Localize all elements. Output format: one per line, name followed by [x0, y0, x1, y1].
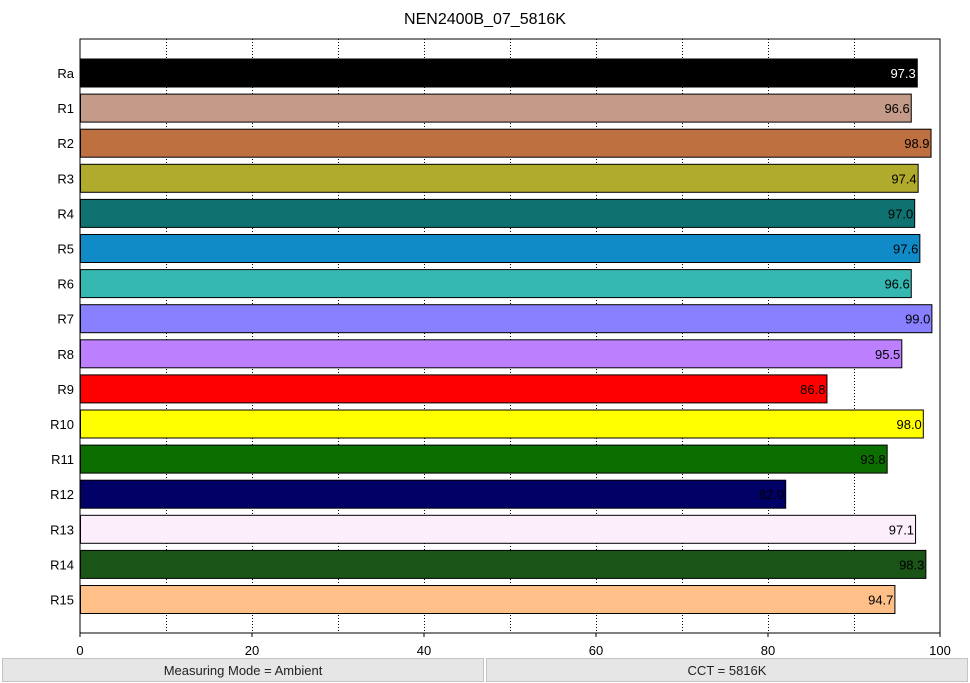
bar — [80, 479, 787, 509]
cct-panel: CCT = 5816K — [486, 658, 968, 682]
value-label: 98.3 — [899, 557, 924, 572]
bar — [80, 198, 916, 228]
bar — [80, 549, 927, 579]
category-label: R3 — [57, 171, 74, 186]
category-labels: Ra R1 R2 R3 R4 R5 R6 R7 R8 R9 R10 R11 R12 R13 R14 R15 — [50, 66, 75, 608]
bar — [80, 128, 932, 158]
category-label: R5 — [57, 242, 74, 257]
cct-text: CCT = 5816K — [687, 662, 767, 678]
measuring-mode-panel: Measuring Mode = Ambient — [2, 658, 484, 682]
category-label: R11 — [51, 452, 74, 467]
category-label: R10 — [50, 417, 74, 432]
x-tick-label: 40 — [417, 643, 431, 658]
category-label: R1 — [57, 101, 74, 116]
value-label: 97.6 — [893, 242, 918, 257]
x-tick-label: 0 — [76, 643, 83, 658]
category-label: R7 — [57, 312, 74, 327]
bar — [80, 514, 917, 544]
category-label: R15 — [50, 593, 74, 608]
value-label: 95.5 — [875, 347, 900, 362]
category-label: Ra — [57, 66, 74, 81]
value-label: 82.0 — [759, 487, 784, 502]
x-tick-label: 20 — [245, 643, 259, 658]
bar — [80, 58, 918, 88]
bar — [80, 374, 828, 404]
value-labels: 97.3 96.6 98.9 97.4 97.0 97.6 96.6 99.0 95.5 86.8… — [759, 66, 931, 608]
chart-title: NEN2400B_07_5816K — [404, 11, 566, 28]
value-label: 99.0 — [905, 312, 930, 327]
value-label: 94.7 — [868, 593, 893, 608]
x-tick-label: 60 — [589, 643, 603, 658]
value-label: 98.9 — [904, 136, 929, 151]
bar — [80, 409, 924, 439]
bar — [80, 585, 896, 614]
category-label: R6 — [57, 277, 74, 292]
value-label: 97.1 — [889, 522, 914, 537]
value-label: 86.8 — [800, 382, 825, 397]
category-label: R13 — [50, 522, 74, 537]
category-label: R8 — [57, 347, 74, 362]
bar — [80, 163, 919, 193]
x-tick-label: 100 — [929, 643, 951, 658]
value-label: 97.3 — [890, 66, 915, 81]
bar — [80, 339, 903, 369]
category-label: R4 — [57, 206, 74, 221]
category-label: R2 — [57, 136, 74, 151]
value-label: 97.4 — [891, 171, 916, 186]
bar — [80, 444, 888, 474]
bars-group — [80, 58, 933, 614]
category-label: R12 — [50, 487, 74, 502]
bar — [80, 93, 912, 123]
x-axis-ticks: 0 20 40 60 80 100 — [76, 633, 951, 658]
value-label: 93.8 — [860, 452, 885, 467]
value-label: 98.0 — [896, 417, 921, 432]
measuring-mode-text: Measuring Mode = Ambient — [163, 662, 323, 678]
value-label: 96.6 — [884, 101, 909, 116]
bar — [80, 234, 921, 263]
bar — [80, 304, 933, 334]
value-label: 96.6 — [884, 277, 909, 292]
value-label: 97.0 — [888, 206, 913, 221]
x-tick-label: 80 — [761, 643, 775, 658]
bar — [80, 269, 912, 299]
cri-bar-chart: NEN2400B_07_5816K Ra R1 R2 R3 R4 R5 R6 R7 R8 R9 R1… — [50, 11, 951, 658]
category-label: R14 — [50, 557, 74, 572]
category-label: R9 — [57, 382, 74, 397]
